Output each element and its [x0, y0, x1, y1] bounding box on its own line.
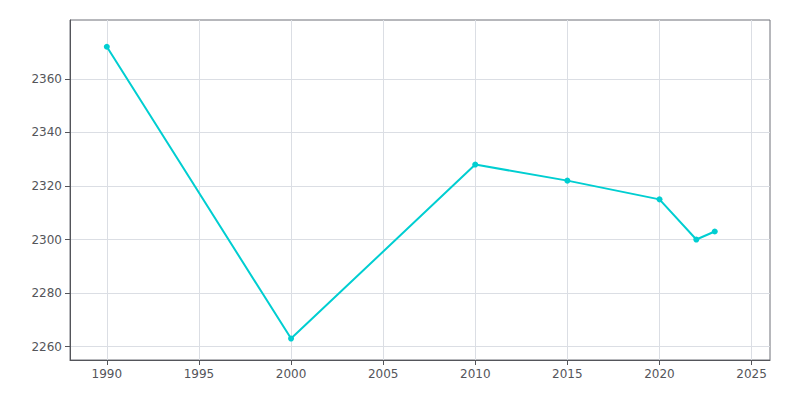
svg-text:2000: 2000 [276, 367, 307, 381]
svg-text:2010: 2010 [460, 367, 491, 381]
svg-text:2015: 2015 [552, 367, 583, 381]
svg-text:1990: 1990 [92, 367, 123, 381]
svg-text:2260: 2260 [31, 340, 62, 354]
svg-text:2340: 2340 [31, 125, 62, 139]
svg-text:2360: 2360 [31, 72, 62, 86]
svg-text:2005: 2005 [368, 367, 399, 381]
svg-text:2025: 2025 [736, 367, 767, 381]
svg-text:2300: 2300 [31, 233, 62, 247]
svg-text:2280: 2280 [31, 286, 62, 300]
svg-text:1995: 1995 [184, 367, 215, 381]
svg-text:2020: 2020 [644, 367, 675, 381]
svg-text:2320: 2320 [31, 179, 62, 193]
